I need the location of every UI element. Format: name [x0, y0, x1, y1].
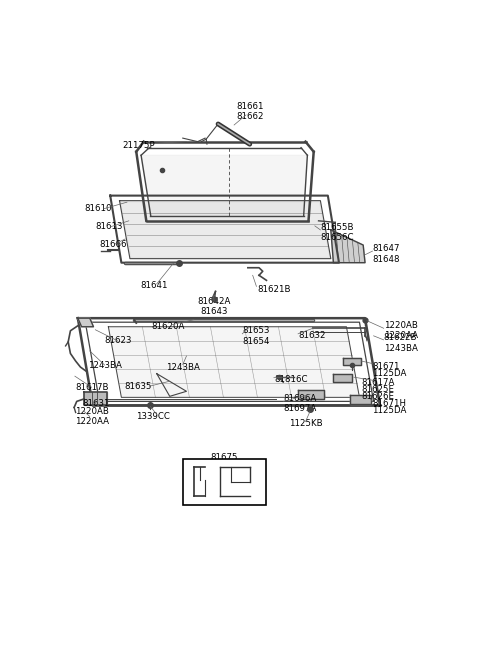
Polygon shape	[84, 392, 107, 405]
Text: 81621B: 81621B	[257, 285, 291, 294]
Text: 81625E: 81625E	[361, 384, 395, 394]
Text: 81622B
1243BA: 81622B 1243BA	[384, 333, 418, 352]
Text: 1220AB
1220AA: 1220AB 1220AA	[384, 321, 418, 341]
Text: 1125KB: 1125KB	[288, 419, 323, 428]
Text: 81647
81648: 81647 81648	[372, 244, 400, 264]
Text: 81632: 81632	[298, 331, 325, 341]
Text: 81617A: 81617A	[361, 378, 395, 386]
Text: 81617B: 81617B	[75, 383, 108, 392]
Text: 81653
81654: 81653 81654	[242, 326, 270, 346]
Text: 81631: 81631	[83, 400, 110, 409]
Text: 81626E: 81626E	[361, 392, 395, 401]
Text: 1220AB
1220AA: 1220AB 1220AA	[75, 407, 109, 426]
Text: 81677: 81677	[210, 475, 238, 484]
Text: 81620A: 81620A	[151, 322, 185, 331]
Polygon shape	[78, 318, 94, 327]
Text: 81641: 81641	[140, 281, 168, 290]
Text: 81623: 81623	[104, 337, 132, 345]
Text: 81671H: 81671H	[372, 399, 407, 408]
Text: 81610: 81610	[84, 204, 112, 214]
Polygon shape	[298, 390, 324, 399]
Text: 81666: 81666	[99, 240, 127, 248]
Text: 1125DA: 1125DA	[372, 406, 407, 415]
Text: 81613: 81613	[96, 223, 123, 231]
Text: 81642A
81643: 81642A 81643	[198, 297, 231, 316]
Text: 1339CC: 1339CC	[136, 412, 170, 421]
Text: 21175P: 21175P	[122, 141, 155, 150]
Text: 81816C: 81816C	[274, 375, 307, 384]
Text: 1243BA: 1243BA	[88, 360, 122, 369]
Text: 81635: 81635	[124, 382, 152, 391]
Text: 1125DA: 1125DA	[372, 369, 407, 378]
Text: 81696A
81697A: 81696A 81697A	[283, 394, 316, 413]
Text: 81661
81662: 81661 81662	[236, 102, 264, 121]
Polygon shape	[334, 373, 352, 383]
Polygon shape	[120, 202, 330, 257]
Polygon shape	[141, 155, 307, 215]
Text: 81671: 81671	[372, 362, 400, 371]
Text: 81655B
81656C: 81655B 81656C	[321, 223, 354, 242]
Polygon shape	[350, 396, 371, 404]
Text: 1243BA: 1243BA	[166, 363, 200, 371]
Polygon shape	[108, 327, 360, 398]
Text: 81675: 81675	[210, 453, 238, 462]
Polygon shape	[331, 230, 365, 263]
Polygon shape	[344, 358, 360, 365]
Bar	[183, 459, 266, 505]
